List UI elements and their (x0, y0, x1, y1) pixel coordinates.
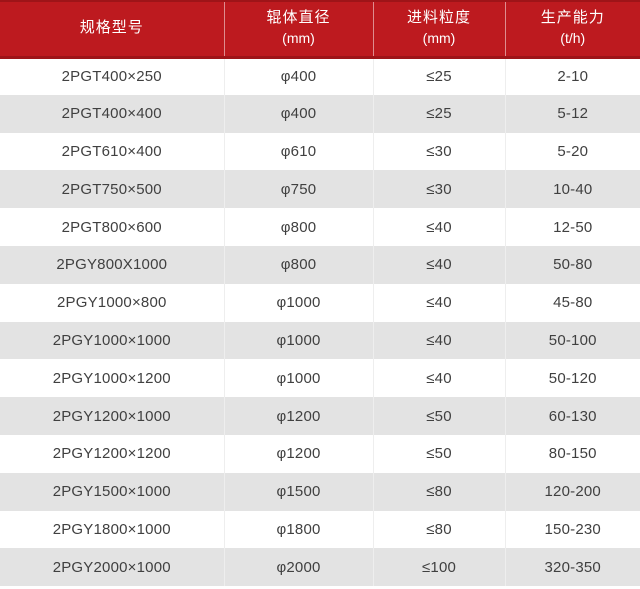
table-row: 2PGT800×600 φ800 ≤40 12-50 (0, 208, 640, 246)
cell-feed-size: ≤50 (373, 434, 506, 473)
cell-spec-model: 2PGY2000×1000 (0, 548, 225, 587)
cell-capacity: 2-10 (557, 68, 589, 86)
cell-capacity: 80-150 (548, 445, 597, 463)
column-header-roller-diameter: 辊体直径 (mm) (224, 0, 374, 59)
table-body: 2PGT400×250 φ400 ≤25 2-10 2PGT400×400 φ4… (0, 57, 640, 587)
cell-feed-size: ≤40 (373, 359, 506, 398)
column-header-unit: (mm) (282, 30, 315, 47)
cell-capacity: 5-20 (557, 142, 589, 160)
cell-spec-model: 2PGY1000×1000 (0, 321, 225, 360)
cell-roller-diameter: φ750 (224, 170, 374, 209)
table-row: 2PGY800X1000 φ800 ≤40 50-80 (0, 245, 640, 284)
table-row: 2PGY1200×1200 φ1200 ≤50 80-150 (0, 434, 640, 473)
header-row: 规格型号 辊体直径 (mm) 进料粒度 (mm) 生产能力 (t/h) (0, 0, 640, 59)
cell-roller-diameter: φ1500 (224, 472, 374, 511)
cell-capacity: 45-80 (553, 294, 593, 312)
cell-capacity: 5-12 (557, 105, 589, 123)
cell-spec-model: 2PGY1000×800 (0, 283, 225, 322)
column-header-unit: (t/h) (560, 30, 586, 47)
table-row: 2PGY1200×1000 φ1200 ≤50 60-130 (0, 397, 640, 435)
cell-roller-diameter: φ1200 (224, 397, 374, 435)
table-row: 2PGY1800×1000 φ1800 ≤80 150-230 (0, 510, 640, 549)
table-row: 2PGY2000×1000 φ2000 ≤100 320-350 (0, 548, 640, 587)
column-header-label: 生产能力 (540, 9, 605, 27)
cell-capacity: 120-200 (544, 483, 601, 501)
cell-spec-model: 2PGY1500×1000 (0, 472, 225, 511)
cell-capacity: 320-350 (544, 558, 601, 576)
cell-spec-model: 2PGT800×600 (0, 208, 225, 246)
cell-roller-diameter: φ1800 (224, 510, 374, 549)
cell-roller-diameter: φ1000 (224, 283, 374, 322)
column-header-capacity: 生产能力 (t/h) (505, 0, 640, 59)
table-row: 2PGT750×500 φ750 ≤30 10-40 (0, 170, 640, 209)
cell-roller-diameter: φ400 (224, 94, 374, 133)
cell-spec-model: 2PGT750×500 (0, 170, 225, 209)
cell-spec-model: 2PGY1800×1000 (0, 510, 225, 549)
cell-capacity: 50-80 (553, 256, 593, 274)
cell-capacity: 50-100 (548, 331, 597, 349)
column-header-label: 辊体直径 (266, 9, 331, 27)
cell-roller-diameter: φ800 (224, 245, 374, 284)
cell-capacity: 150-230 (544, 520, 601, 538)
cell-feed-size: ≤80 (373, 472, 506, 511)
table-row: 2PGY1000×1000 φ1000 ≤40 50-100 (0, 321, 640, 360)
cell-feed-size: ≤30 (373, 132, 506, 171)
cell-spec-model: 2PGT610×400 (0, 132, 225, 171)
cell-spec-model: 2PGY800X1000 (0, 245, 225, 284)
table-row: 2PGT400×250 φ400 ≤25 2-10 (0, 57, 640, 95)
cell-roller-diameter: φ2000 (224, 548, 374, 587)
cell-feed-size: ≤50 (373, 397, 506, 435)
cell-spec-model: 2PGY1200×1000 (0, 397, 225, 435)
cell-roller-diameter: φ400 (224, 57, 374, 95)
cell-roller-diameter: φ610 (224, 132, 374, 171)
column-header-feed-size: 进料粒度 (mm) (373, 0, 506, 59)
column-header-spec-model: 规格型号 (0, 0, 225, 59)
cell-roller-diameter: φ1200 (224, 434, 374, 473)
cell-feed-size: ≤25 (373, 94, 506, 133)
cell-roller-diameter: φ800 (224, 208, 374, 246)
cell-spec-model: 2PGT400×400 (0, 94, 225, 133)
cell-spec-model: 2PGY1000×1200 (0, 359, 225, 398)
table-row: 2PGY1000×1200 φ1000 ≤40 50-120 (0, 359, 640, 398)
cell-capacity: 12-50 (553, 218, 593, 236)
cell-feed-size: ≤40 (373, 283, 506, 322)
cell-feed-size: ≤80 (373, 510, 506, 549)
column-header-unit: (mm) (422, 30, 456, 47)
cell-spec-model: 2PGT400×250 (0, 57, 225, 95)
cell-feed-size: ≤40 (373, 245, 506, 284)
table-row: 2PGY1500×1000 φ1500 ≤80 120-200 (0, 472, 640, 511)
column-header-label: 规格型号 (79, 18, 144, 36)
cell-feed-size: ≤30 (373, 170, 506, 209)
cell-feed-size: ≤40 (373, 208, 506, 246)
table-header: 规格型号 辊体直径 (mm) 进料粒度 (mm) 生产能力 (t/h) (0, 0, 640, 59)
cell-feed-size: ≤100 (373, 548, 506, 587)
cell-capacity: 50-120 (548, 369, 597, 387)
table-row: 2PGT610×400 φ610 ≤30 5-20 (0, 132, 640, 171)
cell-roller-diameter: φ1000 (224, 359, 374, 398)
cell-capacity: 10-40 (553, 180, 593, 198)
cell-spec-model: 2PGY1200×1200 (0, 434, 225, 473)
cell-capacity: 60-130 (548, 407, 597, 425)
table-row: 2PGT400×400 φ400 ≤25 5-12 (0, 94, 640, 133)
cell-roller-diameter: φ1000 (224, 321, 374, 360)
cell-feed-size: ≤40 (373, 321, 506, 360)
column-header-label: 进料粒度 (406, 9, 471, 27)
table-row: 2PGY1000×800 φ1000 ≤40 45-80 (0, 283, 640, 322)
cell-feed-size: ≤25 (373, 57, 506, 95)
